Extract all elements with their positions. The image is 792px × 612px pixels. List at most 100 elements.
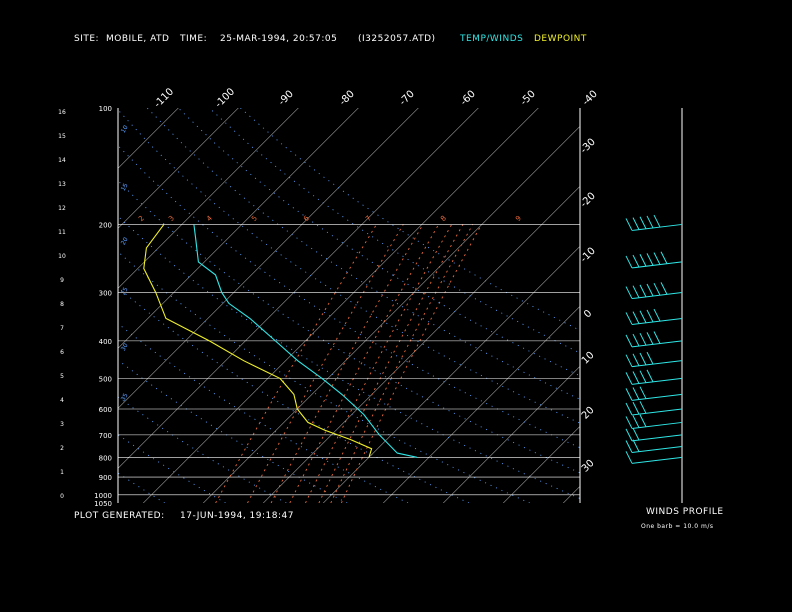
height-label-2: 2 [60,445,64,452]
pressure-label-900: 900 [99,474,112,482]
height-label-0: 0 [60,493,64,500]
isotherm-line [118,108,299,289]
pressure-label-200: 200 [99,221,112,229]
site-label: SITE: [74,34,100,44]
wind-barb-flag [639,370,647,383]
time-value: 25-MAR-1994, 20:57:05 [220,34,338,44]
legend-temp: TEMP/WINDS [460,34,524,44]
isotherm-line [118,108,179,169]
height-label-14: 14 [58,157,66,164]
height-label-7: 7 [60,325,64,332]
wind-barb-flag [646,351,654,365]
isotherm-line [118,108,239,229]
isotherm-line [563,485,580,503]
wind-barb-flag [625,440,633,453]
wind-barb-flag [632,401,640,415]
time-label: TIME: [180,34,208,44]
wind-barb-flag [646,309,654,323]
isotherm-right-label: 10 [580,350,597,367]
isotherm-line [443,365,580,503]
height-label-12: 12 [58,205,66,212]
wind-barb-flag [625,428,633,442]
wind-barb-flag [632,333,640,347]
wind-barb-flag [660,251,668,264]
wind-barb-staff [631,445,683,453]
wind-barb-staff [631,261,683,269]
isotherm-right-label: -30 [579,137,598,156]
isotherm-top-label: -80 [338,89,357,108]
wind-barb-flag [646,283,654,297]
pressure-label-1000: 1000 [94,492,112,500]
wind-barb-flag [632,415,640,428]
wind-barb-flag [632,439,640,452]
mixing-ratio-line [305,224,453,503]
wind-barb-flag [632,285,640,298]
mixing-ratio-line [330,224,474,503]
isotherm-line [383,305,580,503]
height-label-1: 1 [60,469,64,476]
wind-barb-staff [631,434,683,442]
wind-barb-flag [646,215,654,229]
wind-barb-flag [625,255,633,269]
isotherm-line [203,125,580,503]
height-label-5: 5 [60,373,64,380]
site-value: MOBILE, ATD [106,34,170,44]
wind-barb-flag [632,217,640,230]
dry-adiabat-line [177,108,580,377]
wind-barb-flag [639,386,647,399]
wind-barb-flag [625,388,633,401]
wind-barb-flag [625,354,633,367]
wind-barb-flag [646,253,654,266]
wind-barb-staff [631,340,683,348]
wind-barb-flag [639,414,647,427]
mixing-ratio-label: 2 [137,214,146,223]
height-label-8: 8 [60,301,64,308]
winds-profile-note: One barb = 10.0 m/s [641,523,714,530]
wind-barb-staff [631,292,683,300]
wind-barb-staff [631,421,683,429]
mixing-ratio-line [215,224,377,503]
dry-adiabat-line [118,251,530,503]
wind-barb-flag [625,416,633,429]
wind-barb-flag [632,353,640,367]
pressure-label-800: 800 [99,454,112,462]
height-label-3: 3 [60,421,64,428]
dry-adiabat-line [118,286,470,503]
pressure-label-600: 600 [99,406,112,414]
wind-barb-flag [639,310,647,323]
mixing-ratio-line [270,224,424,503]
pressure-label-100: 100 [99,105,112,113]
isotherm-line [323,245,580,503]
height-label-16: 16 [58,109,66,116]
mixing-ratio-label: 7 [364,214,373,223]
isotherm-line [118,108,419,409]
wind-barb-flag [639,216,647,229]
wind-barb-flag [646,369,654,383]
wind-barb-flag [660,282,668,295]
dry-adiabat-label: 25 [120,286,130,296]
wind-barb-staff [631,408,683,416]
mixing-ratio-label: 6 [302,214,311,223]
temperature-profile-line [193,224,418,458]
wind-barb-flag [639,332,647,346]
isotherm-right-label: 20 [580,405,597,422]
height-label-4: 4 [60,397,64,404]
height-label-11: 11 [58,229,66,236]
wind-barb-flag [646,332,654,345]
wind-barb-staff [631,317,683,325]
isotherm-top-label: -40 [581,89,600,108]
wind-barb-flag [632,427,640,441]
wind-barb-flag [625,334,633,348]
wind-barb-flag [625,312,633,325]
isotherm-line [118,108,479,469]
mixing-ratio-line [289,224,439,503]
dry-adiabat-label: 20 [120,236,130,246]
wind-barb-flag [639,284,647,298]
wind-barb-flag [653,252,661,265]
dry-adiabat-label: 30 [120,342,130,352]
dry-adiabat-line [146,108,580,400]
mixing-ratio-label: 5 [250,214,259,223]
wind-barb-staff [631,456,683,464]
mixing-ratio-label: 3 [167,214,176,223]
